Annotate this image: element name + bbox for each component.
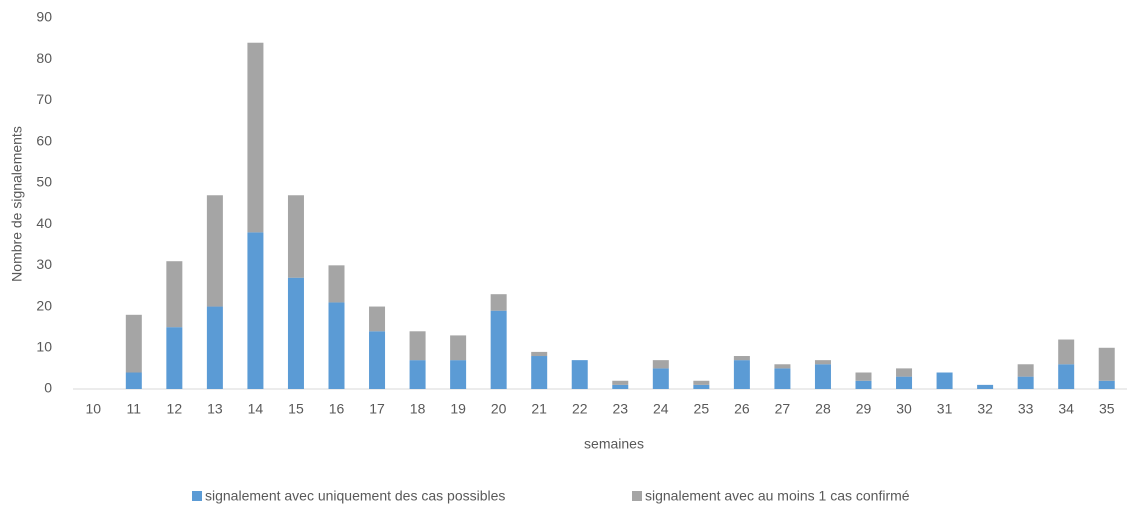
bar-segment xyxy=(287,277,304,389)
bar-segment xyxy=(612,380,629,385)
x-tick-label: 18 xyxy=(410,401,426,417)
bar-segment xyxy=(490,294,507,311)
y-tick-label: 60 xyxy=(36,132,52,148)
bar-segment xyxy=(733,360,750,389)
bar-segment xyxy=(369,306,386,332)
bar-segment xyxy=(287,195,304,278)
y-tick-label: 90 xyxy=(36,9,52,25)
bar-segment xyxy=(571,360,588,389)
x-tick-label: 30 xyxy=(896,401,912,417)
x-tick-label: 24 xyxy=(653,401,669,417)
bar-segment xyxy=(855,380,872,389)
bar-segment xyxy=(409,360,426,389)
x-tick-label: 17 xyxy=(369,401,385,417)
x-tick-label: 34 xyxy=(1058,401,1074,417)
bar-segment xyxy=(774,364,791,369)
bar-segment xyxy=(1017,364,1034,377)
bar-segment xyxy=(855,372,872,381)
bar-segment xyxy=(733,356,750,361)
bar-segment xyxy=(247,42,264,233)
bar-segment xyxy=(166,261,183,328)
bar-segment xyxy=(1058,339,1075,365)
x-tick-label: 10 xyxy=(85,401,101,417)
x-tick-label: 25 xyxy=(694,401,710,417)
bar-segment xyxy=(1058,364,1075,389)
x-tick-label: 20 xyxy=(491,401,507,417)
bar-segment xyxy=(166,327,183,389)
x-tick-label: 13 xyxy=(207,401,223,417)
x-tick-label: 23 xyxy=(612,401,628,417)
x-tick-label: 22 xyxy=(572,401,588,417)
x-tick-label: 19 xyxy=(450,401,466,417)
y-tick-label: 40 xyxy=(36,215,52,231)
y-tick-label: 30 xyxy=(36,256,52,272)
x-tick-label: 35 xyxy=(1099,401,1115,417)
bar-segment xyxy=(247,232,264,389)
bar-segment xyxy=(652,360,669,369)
y-axis-label: Nombre de signalements xyxy=(9,126,25,282)
y-tick-label: 10 xyxy=(36,338,52,354)
x-tick-label: 21 xyxy=(531,401,547,417)
bar-segment xyxy=(369,331,386,389)
x-tick-label: 31 xyxy=(937,401,953,417)
bar-segment xyxy=(612,384,629,389)
x-tick-label: 15 xyxy=(288,401,304,417)
bar-segment xyxy=(206,195,223,307)
bar-segment xyxy=(693,384,710,389)
bar-segment xyxy=(531,356,548,389)
bar-segment xyxy=(1017,376,1034,389)
bar-segment xyxy=(814,360,831,365)
legend-label: signalement avec au moins 1 cas confirmé xyxy=(645,488,910,504)
bar-segment xyxy=(896,368,913,377)
y-tick-label: 80 xyxy=(36,50,52,66)
bar-segment xyxy=(814,364,831,389)
y-tick-label: 20 xyxy=(36,297,52,313)
x-tick-label: 28 xyxy=(815,401,831,417)
bar-segment xyxy=(450,335,467,361)
bar-segment xyxy=(125,314,142,373)
y-tick-label: 50 xyxy=(36,174,52,190)
bar-segment xyxy=(652,368,669,389)
y-tick-label: 0 xyxy=(44,380,52,396)
x-tick-label: 12 xyxy=(167,401,183,417)
bar-segment xyxy=(1098,347,1115,381)
x-tick-label: 11 xyxy=(127,401,142,417)
bar-segment xyxy=(693,380,710,385)
x-tick-label: 16 xyxy=(329,401,345,417)
bar-segment xyxy=(896,376,913,389)
bar-segment xyxy=(206,306,223,389)
legend-label: signalement avec uniquement des cas poss… xyxy=(205,488,505,504)
bar-segment xyxy=(125,372,142,389)
legend-swatch xyxy=(192,491,202,501)
bar-segment xyxy=(328,265,345,303)
bar-segment xyxy=(450,360,467,389)
bar-segment xyxy=(936,372,953,389)
x-tick-label: 32 xyxy=(977,401,993,417)
bar-segment xyxy=(531,351,548,357)
bar-segment xyxy=(1098,380,1115,389)
bar-segment xyxy=(490,310,507,389)
x-tick-label: 29 xyxy=(856,401,872,417)
bar-segment xyxy=(409,331,426,361)
x-tick-label: 14 xyxy=(248,401,264,417)
x-tick-label: 27 xyxy=(775,401,791,417)
x-tick-label: 33 xyxy=(1018,401,1034,417)
bar-segment xyxy=(328,302,345,389)
x-axis-label: semaines xyxy=(584,436,644,452)
legend-swatch xyxy=(632,491,642,501)
bar-segment xyxy=(774,368,791,389)
x-tick-label: 26 xyxy=(734,401,750,417)
y-tick-label: 70 xyxy=(36,91,52,107)
bar-segment xyxy=(977,384,994,389)
